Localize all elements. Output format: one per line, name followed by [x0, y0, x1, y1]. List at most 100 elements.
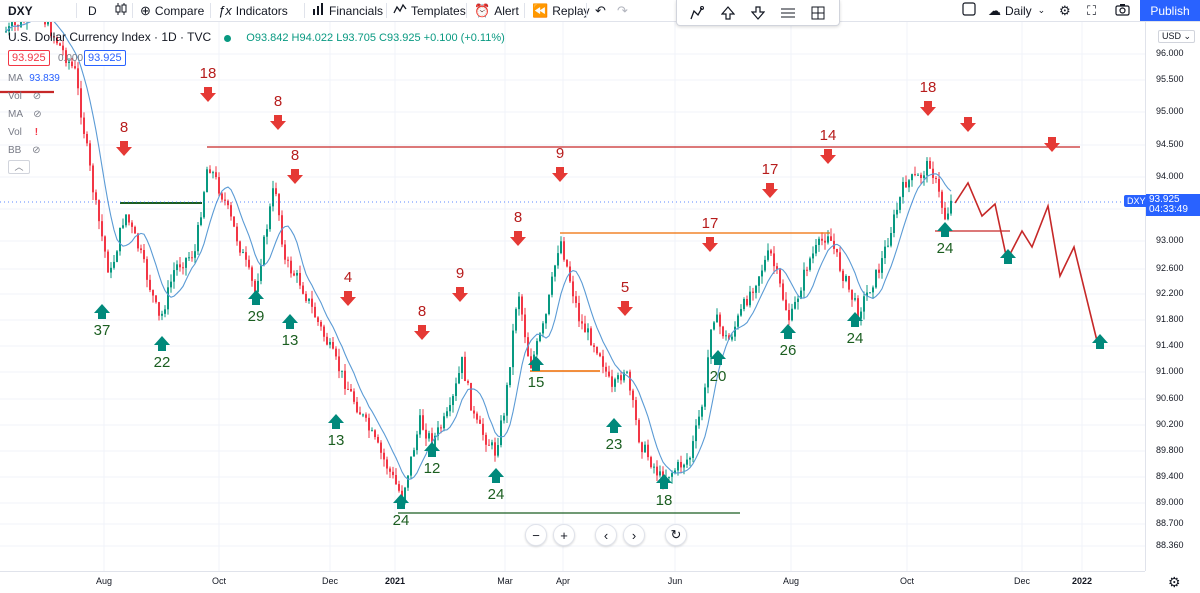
sell-price-badge[interactable]: 93.925: [8, 50, 50, 66]
zoom-out-button[interactable]: −: [525, 524, 547, 546]
candle: [236, 222, 238, 246]
sell-signal-count: 8: [513, 209, 523, 226]
candle: [809, 256, 811, 272]
cloud-icon: ☁: [988, 2, 1001, 18]
candle: [71, 58, 73, 69]
interval-button[interactable]: D: [88, 0, 97, 21]
candle: [554, 264, 556, 282]
buy-arrow-icon: [1092, 334, 1108, 349]
symbol-search[interactable]: DXY: [8, 0, 33, 21]
time-axis[interactable]: Aug Oct Dec 2021 Mar Apr Jun Aug Oct Dec 2022: [0, 571, 1145, 593]
arrow-up-tool-icon[interactable]: [717, 4, 739, 22]
settings-button[interactable]: ⚙: [1059, 0, 1075, 21]
candle: [260, 258, 262, 285]
price-axis[interactable]: USD ⌄ 96.00095.50095.00094.50094.00093.5…: [1145, 22, 1200, 571]
candle: [467, 379, 469, 386]
sell-arrow-icon: [340, 291, 356, 306]
snapshot-button[interactable]: [1115, 0, 1134, 21]
sell-signal-count: 9: [455, 265, 465, 282]
warning-icon[interactable]: !: [34, 127, 39, 138]
candle: [143, 243, 145, 263]
candle: [875, 269, 877, 289]
symbol-price-tag: DXY: [1124, 195, 1149, 207]
candle: [902, 177, 904, 204]
reset-chart-button[interactable]: ↻: [665, 524, 687, 546]
time-tick-label: 2021: [384, 576, 406, 586]
indicator-row[interactable]: Vol ⊘: [8, 91, 41, 102]
time-tick-label: Mar: [497, 576, 513, 586]
interval-label: D: [88, 3, 97, 18]
price-tick-label: 96.000: [1156, 48, 1184, 58]
redo-button[interactable]: ↷: [617, 0, 632, 21]
indicator-row[interactable]: Vol !: [8, 127, 38, 138]
buy-price-badge[interactable]: 93.925: [84, 50, 126, 66]
fullscreen-button[interactable]: ⛶: [1087, 0, 1100, 21]
candle: [386, 456, 388, 475]
candle: [155, 294, 157, 304]
price-tick-label: 88.700: [1156, 518, 1184, 528]
candle: [917, 173, 919, 176]
layout-button[interactable]: [962, 0, 980, 21]
candle: [785, 292, 787, 311]
candle: [92, 163, 94, 200]
plus-icon: +: [560, 527, 568, 543]
candle: [803, 262, 805, 298]
currency-selector[interactable]: USD ⌄: [1158, 30, 1196, 43]
drawing-toolbar: [676, 0, 840, 26]
candle: [473, 405, 475, 419]
candle: [266, 224, 268, 245]
candle: [878, 263, 880, 279]
candle: [770, 248, 772, 257]
publish-button[interactable]: Publish: [1140, 0, 1200, 21]
candle: [170, 274, 172, 293]
arrow-down-tool-icon[interactable]: [747, 4, 769, 22]
financials-button[interactable]: Financials: [312, 0, 383, 21]
sell-arrow-icon: [414, 325, 430, 340]
chart-type-button[interactable]: [114, 0, 132, 21]
eye-crossed-icon[interactable]: ⊘: [33, 109, 42, 120]
zoom-in-button[interactable]: +: [553, 524, 575, 546]
candle: [848, 275, 850, 293]
eye-crossed-icon[interactable]: ⊘: [32, 91, 42, 102]
price-chart[interactable]: [0, 22, 1145, 571]
market-open-indicator: [224, 34, 232, 42]
candle: [752, 287, 754, 301]
gear-icon[interactable]: ⚙: [1168, 574, 1181, 590]
replay-button[interactable]: ⏪ Replay: [532, 0, 590, 21]
indicator-row[interactable]: BB ⊘: [8, 145, 41, 156]
sell-arrow-icon: [702, 237, 718, 252]
chevron-down-icon: ⌄: [1037, 5, 1046, 15]
horizontal-lines-tool-icon[interactable]: [777, 4, 799, 22]
candle: [887, 238, 889, 248]
candle: [275, 182, 277, 197]
candle: [131, 220, 133, 234]
candle: [812, 246, 814, 264]
compare-button[interactable]: ⊕ Compare: [140, 0, 204, 21]
candle: [359, 406, 361, 415]
eye-crossed-icon[interactable]: ⊘: [32, 145, 41, 156]
buy-arrow-icon: [606, 418, 622, 433]
chart-pane[interactable]: 8 18 8 8 4 8 9 8 9 5 17 17 14 18 37 22 29 13 13 24 12 24 15 23 1…: [0, 22, 1145, 571]
candle: [323, 324, 325, 342]
timeframe-dropdown[interactable]: ☁ Daily ⌄: [988, 0, 1045, 21]
candle: [635, 396, 637, 426]
templates-button[interactable]: Templates: [393, 0, 466, 21]
scroll-right-button[interactable]: ›: [623, 524, 645, 546]
alert-button[interactable]: ⏰ Alert: [474, 0, 519, 21]
candle: [830, 228, 832, 242]
candle: [689, 456, 691, 467]
buy-signal-count: 18: [655, 492, 673, 509]
timeframe-label: Daily: [1005, 3, 1032, 18]
candle: [62, 40, 64, 56]
candle: [794, 296, 796, 310]
brush-tool-icon[interactable]: [687, 4, 709, 22]
indicator-row[interactable]: MA ⊘: [8, 109, 42, 120]
candle: [326, 332, 328, 346]
candle: [725, 330, 727, 341]
legend-collapse-button[interactable]: ︿: [8, 160, 30, 174]
undo-button[interactable]: ↶: [595, 0, 610, 21]
indicators-button[interactable]: ƒx Indicators: [218, 0, 288, 21]
crosshair-box-tool-icon[interactable]: [807, 4, 829, 22]
scroll-left-button[interactable]: ‹: [595, 524, 617, 546]
indicator-row-ma[interactable]: MA 93.839: [8, 73, 60, 84]
